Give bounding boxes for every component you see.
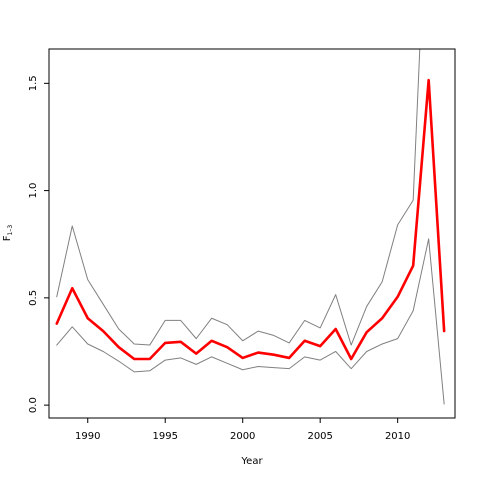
x-tick-label: 2005 [307,431,332,442]
y-tick-label: 0.5 [28,290,39,306]
y-axis: 0.0 0.5 1.0 1.5 [28,75,49,413]
x-axis-title: Year [240,456,263,467]
y-tick-label: 1.5 [28,75,39,91]
x-tick-label: 2010 [385,431,410,442]
series-line-1 [56,49,421,346]
x-tick-label: 2000 [230,431,255,442]
series-line-0 [55,78,446,361]
x-axis: 1990 1995 2000 2005 2010 [75,418,410,442]
series-layer [55,49,446,405]
y-tick-label: 0.0 [28,397,39,413]
x-tick-label: 1995 [152,431,177,442]
x-tick-label: 1990 [75,431,100,442]
y-axis-title-main: F [2,235,13,241]
y-axis-title-subscript: 1–3 [7,225,14,236]
series-line-2 [56,238,445,405]
y-tick-label: 1.0 [28,183,39,199]
y-axis-title: F1–3 [2,225,14,242]
plot-frame [48,48,456,419]
